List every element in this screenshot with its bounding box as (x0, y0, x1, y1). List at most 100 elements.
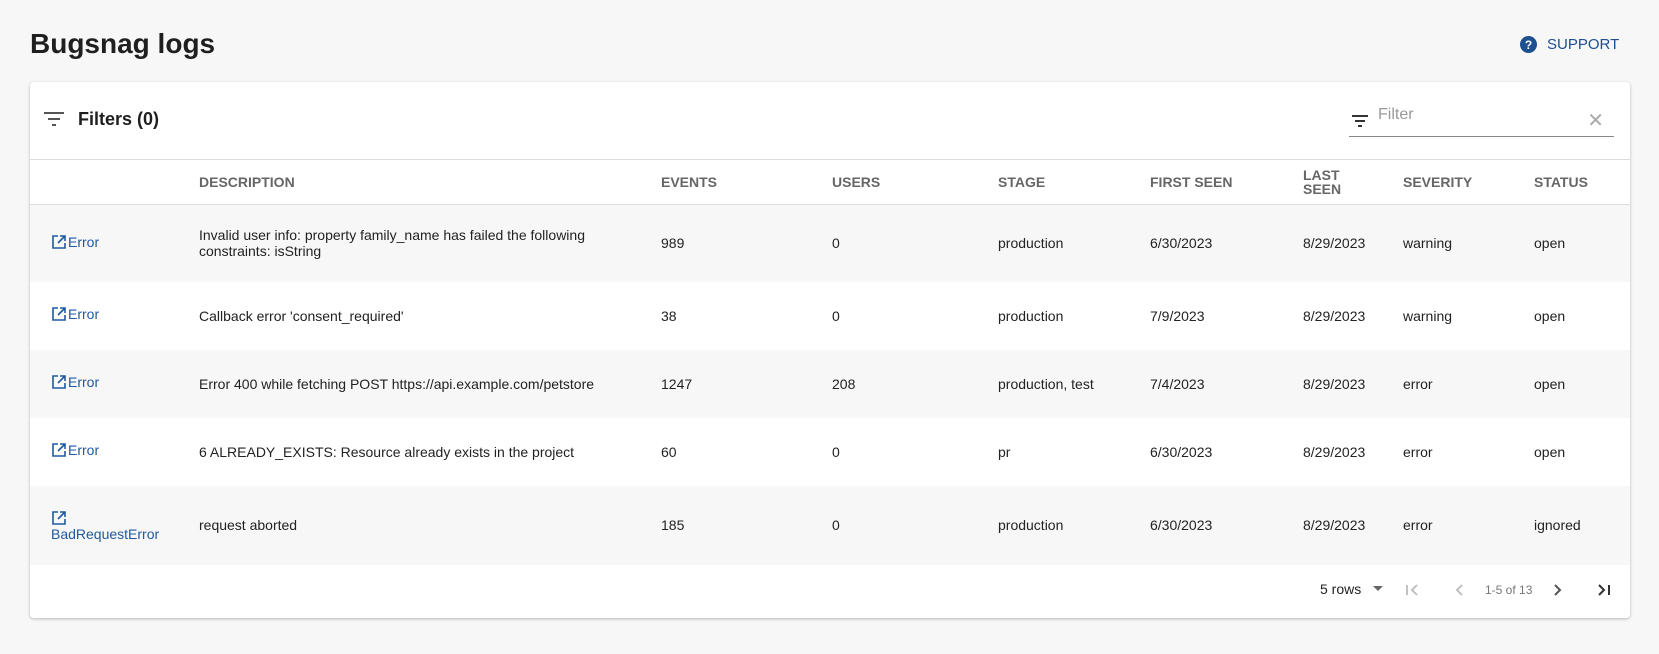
cell-severity: error (1403, 375, 1433, 392)
cell-status: ignored (1534, 517, 1581, 533)
table-header-row: DESCRIPTION EVENTS USERS STAGE FIRST SEE… (30, 159, 1630, 205)
col-description[interactable]: DESCRIPTION (199, 174, 295, 190)
col-status[interactable]: STATUS (1534, 174, 1588, 190)
help-icon: ? (1520, 36, 1537, 53)
cell-severity: error (1403, 517, 1433, 533)
filter-icon (1352, 115, 1368, 127)
last-page-icon (1598, 584, 1610, 596)
cell-users: 0 (832, 443, 840, 460)
page-range: 1-5 of 13 (1485, 583, 1533, 597)
next-page-button[interactable] (1545, 578, 1569, 602)
cell-last-seen: 8/29/2023 (1303, 307, 1366, 324)
cell-users: 0 (832, 307, 840, 324)
table-row: Error Error 400 while fetching POST https… (30, 349, 1630, 418)
cell-users: 208 (832, 375, 856, 392)
cell-description: Invalid user info: property family_name … (199, 227, 585, 260)
support-label: SUPPORT (1547, 36, 1620, 53)
rows-per-page-value: 5 rows (1320, 581, 1362, 597)
table-row: Error 6 ALREADY_EXISTS: Resource already … (30, 417, 1630, 486)
open-error-link[interactable]: Error (51, 306, 99, 322)
cell-first-seen: 7/9/2023 (1150, 307, 1205, 324)
cell-first-seen: 7/4/2023 (1150, 375, 1205, 392)
cell-stage: production (998, 517, 1064, 533)
rows-per-page-select[interactable]: 5 rows (1320, 581, 1384, 597)
cell-events: 185 (661, 517, 685, 533)
table-row: Error Callback error 'consent_required' 38… (30, 281, 1630, 350)
open-error-link[interactable]: Error (51, 234, 99, 250)
col-last-seen[interactable]: LAST SEEN (1303, 167, 1342, 197)
cell-last-seen: 8/29/2023 (1303, 375, 1366, 392)
open-error-link[interactable]: Error (51, 442, 99, 458)
table-toolbar: Filters (0) ✕ (30, 82, 1630, 159)
last-page-button[interactable] (1592, 578, 1616, 602)
cell-first-seen: 6/30/2023 (1150, 235, 1213, 252)
cell-status: open (1534, 443, 1566, 460)
cell-link: BadRequestError (30, 486, 199, 565)
cell-first-seen: 6/30/2023 (1150, 443, 1213, 460)
filter-list-icon (44, 112, 64, 126)
open-in-new-icon (52, 510, 66, 525)
cell-status: open (1534, 235, 1566, 252)
col-users[interactable]: USERS (832, 174, 881, 190)
col-first-seen[interactable]: FIRST SEEN (1150, 174, 1233, 190)
support-button[interactable]: ? SUPPORT (1520, 36, 1619, 53)
cell-link: Error (30, 282, 199, 350)
logs-table: DESCRIPTION EVENTS USERS STAGE FIRST SEE… (30, 159, 1630, 565)
cell-severity: error (1403, 443, 1433, 460)
cell-severity: warning (1403, 235, 1453, 252)
page-title: Bugsnag logs (30, 28, 216, 59)
cell-description: request aborted (199, 517, 298, 533)
first-page-icon (1406, 584, 1418, 596)
cell-description: Error 400 while fetching POST https://ap… (199, 375, 595, 392)
filter-search: ✕ (1349, 102, 1614, 137)
cell-severity: warning (1403, 307, 1453, 324)
link-label: BadRequestError (51, 525, 160, 542)
cell-status: open (1534, 307, 1566, 324)
cell-link: Error (30, 205, 199, 282)
table-row: Error Invalid user info: property family_… (30, 204, 1630, 282)
cell-stage: production, test (998, 375, 1094, 392)
cell-last-seen: 8/29/2023 (1303, 235, 1366, 252)
cell-stage: pr (998, 443, 1011, 460)
link-label: Error (68, 233, 100, 250)
cell-stage: production (998, 235, 1064, 252)
link-label: Error (68, 374, 100, 390)
cell-events: 60 (661, 443, 677, 460)
link-label: Error (68, 306, 100, 322)
cell-events: 1247 (661, 375, 693, 392)
open-error-link[interactable]: Error (51, 374, 99, 390)
chevron-right-icon (1554, 584, 1562, 596)
dropdown-arrow-icon (1373, 586, 1384, 591)
table-row: BadRequestError request aborted 185 0 produc… (30, 485, 1630, 565)
cell-description: Callback error 'consent_required' (199, 307, 404, 324)
link-label: Error (68, 442, 100, 458)
cell-link: Error (30, 350, 199, 418)
cell-status: open (1534, 375, 1566, 392)
pagination: 5 rows 1-5 of 13 (30, 572, 1630, 612)
open-in-new-icon (52, 375, 66, 389)
open-in-new-icon (52, 307, 66, 321)
cell-events: 38 (661, 307, 677, 324)
cell-events: 989 (661, 235, 685, 252)
filters-label: Filters (0) (78, 109, 160, 129)
open-in-new-icon (52, 234, 66, 249)
cell-description: 6 ALREADY_EXISTS: Resource already exist… (199, 443, 575, 460)
filter-input[interactable] (1378, 106, 1578, 124)
open-error-link[interactable]: BadRequestError (51, 508, 199, 542)
cell-last-seen: 8/29/2023 (1303, 517, 1366, 533)
col-severity[interactable]: SEVERITY (1403, 174, 1473, 190)
cell-first-seen: 6/30/2023 (1150, 517, 1213, 533)
col-stage[interactable]: STAGE (998, 174, 1046, 190)
open-in-new-icon (52, 443, 66, 457)
clear-icon[interactable]: ✕ (1587, 110, 1604, 132)
first-page-button[interactable] (1400, 578, 1424, 602)
col-events[interactable]: EVENTS (661, 174, 718, 190)
cell-link: Error (30, 418, 199, 486)
cell-last-seen: 8/29/2023 (1303, 443, 1366, 460)
previous-page-button[interactable] (1448, 578, 1472, 602)
cell-stage: production (998, 307, 1064, 324)
cell-users: 0 (832, 235, 840, 252)
col-link (30, 160, 199, 205)
cell-users: 0 (832, 517, 840, 533)
logs-card: Filters (0) ✕ DESCRIPTION EVENTS USERS S… (30, 82, 1630, 618)
